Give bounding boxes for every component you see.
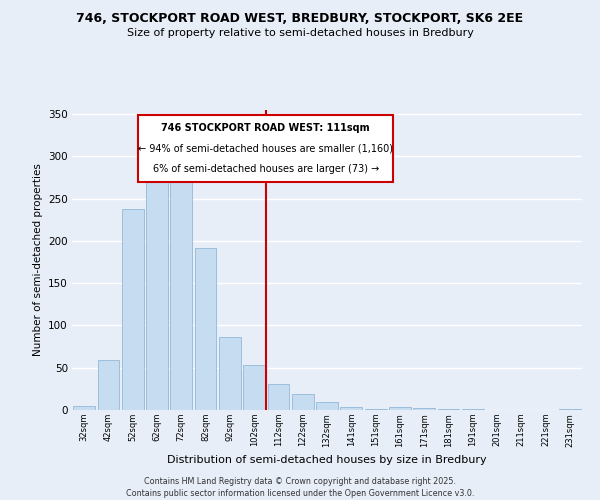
Bar [559,409,581,410]
Bar [219,338,241,410]
Text: Contains HM Land Registry data © Crown copyright and database right 2025.
Contai: Contains HM Land Registry data © Crown c… [126,476,474,498]
Bar [340,406,362,410]
Bar [389,406,411,410]
Bar [170,180,192,410]
Text: 746 STOCKPORT ROAD WEST: 111sqm: 746 STOCKPORT ROAD WEST: 111sqm [161,123,370,133]
Bar [316,402,338,410]
Bar [437,409,460,410]
Bar [365,409,386,410]
Bar [268,384,289,410]
Text: 6% of semi-detached houses are larger (73) →: 6% of semi-detached houses are larger (7… [152,164,379,173]
Bar [413,408,435,410]
Y-axis label: Number of semi-detached properties: Number of semi-detached properties [32,164,43,356]
Text: ← 94% of semi-detached houses are smaller (1,160): ← 94% of semi-detached houses are smalle… [139,143,394,153]
Bar [97,360,119,410]
Bar [462,409,484,410]
Bar [194,248,217,410]
Bar [73,406,95,410]
Bar [122,209,143,410]
Bar [243,365,265,410]
X-axis label: Distribution of semi-detached houses by size in Bredbury: Distribution of semi-detached houses by … [167,455,487,465]
Bar [292,394,314,410]
Text: 746, STOCKPORT ROAD WEST, BREDBURY, STOCKPORT, SK6 2EE: 746, STOCKPORT ROAD WEST, BREDBURY, STOC… [76,12,524,26]
Bar [146,182,168,410]
FancyBboxPatch shape [139,114,394,182]
Text: Size of property relative to semi-detached houses in Bredbury: Size of property relative to semi-detach… [127,28,473,38]
